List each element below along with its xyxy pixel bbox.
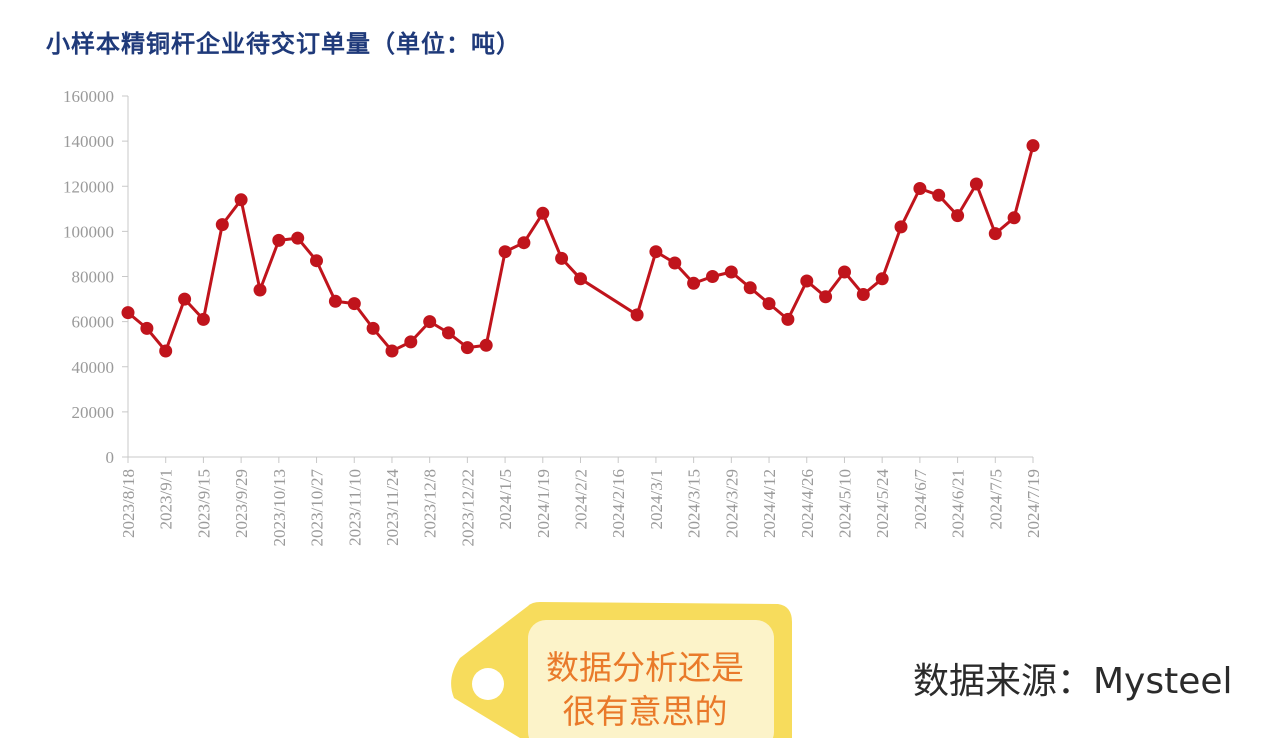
data-point xyxy=(385,344,399,358)
chart-title: 小样本精铜杆企业待交订单量（单位：吨） xyxy=(46,29,521,58)
x-tick-label: 2023/9/1 xyxy=(157,469,176,529)
x-tick-label: 2023/10/27 xyxy=(308,469,327,547)
data-point xyxy=(310,254,323,268)
data-point xyxy=(574,272,587,286)
data-point xyxy=(913,182,927,195)
data-point xyxy=(423,315,437,329)
y-tick-label: 140000 xyxy=(63,132,114,151)
data-point xyxy=(800,274,814,288)
series-path xyxy=(127,145,1035,353)
x-tick-label: 2024/5/10 xyxy=(835,469,854,538)
data-point xyxy=(856,288,870,301)
data-point xyxy=(140,321,154,335)
y-tick-label: 80000 xyxy=(72,268,115,287)
data-point xyxy=(724,265,738,279)
data-point xyxy=(875,272,889,286)
source-note: 数据来源：Mysteel xyxy=(913,661,1233,702)
x-tick-label: 2024/4/26 xyxy=(798,469,817,538)
data-point xyxy=(932,188,946,202)
data-point xyxy=(762,297,776,311)
x-tick-label: 2023/9/29 xyxy=(232,469,251,538)
tag-line-2: 很有意思的 xyxy=(562,692,728,731)
y-tick-label: 120000 xyxy=(63,177,114,196)
data-point xyxy=(366,321,380,335)
x-tick-label: 2024/3/1 xyxy=(647,469,666,529)
x-tick-label: 2024/2/16 xyxy=(609,469,628,538)
data-point xyxy=(253,283,267,297)
y-tick-label: 0 xyxy=(106,448,115,467)
x-axis: 2023/8/18 2023/9/1 2023/9/15 2023/9/29 2023/… xyxy=(119,456,1043,547)
x-tick-label: 2024/1/5 xyxy=(496,469,515,529)
tag-line-1: 数据分析还是 xyxy=(546,648,744,687)
x-tick-label: 2024/3/29 xyxy=(722,469,741,538)
data-point xyxy=(196,312,210,326)
data-point xyxy=(781,312,795,326)
x-tick-label: 2024/7/19 xyxy=(1024,469,1043,538)
data-point xyxy=(951,209,965,223)
data-point xyxy=(819,290,833,304)
data-point xyxy=(517,236,531,250)
data-point xyxy=(988,227,1002,241)
x-tick-label: 2023/12/8 xyxy=(421,469,440,538)
tag-inner xyxy=(528,620,774,738)
x-tick-label: 2023/11/10 xyxy=(345,469,364,546)
data-point xyxy=(479,338,493,352)
x-tick-label: 2023/11/24 xyxy=(383,469,402,546)
data-point xyxy=(706,270,719,283)
y-tick-label: 20000 xyxy=(72,403,115,422)
x-tick-label: 2023/10/13 xyxy=(270,469,289,546)
y-tick-label: 100000 xyxy=(63,222,114,241)
x-tick-label: 2024/4/12 xyxy=(760,469,779,538)
tag-text: 数据分析还是 很有意思的 xyxy=(528,646,762,734)
price-tag-sticker xyxy=(451,602,792,738)
line-chart: 0 20000 40000 60000 80000 100000 120000 140000 1… xyxy=(63,87,1043,547)
x-tick-label: 2024/6/21 xyxy=(949,469,968,538)
y-axis: 0 20000 40000 60000 80000 100000 120000 140000 1… xyxy=(63,87,129,467)
x-tick-label: 2023/8/18 xyxy=(119,469,138,538)
data-point xyxy=(121,306,135,320)
x-tick-label: 2024/1/19 xyxy=(534,469,553,538)
data-point xyxy=(1026,139,1040,153)
data-point xyxy=(536,206,550,220)
data-point xyxy=(555,251,569,265)
data-point xyxy=(272,233,286,247)
y-tick-label: 160000 xyxy=(63,87,114,106)
data-point xyxy=(178,292,192,306)
x-tick-label: 2024/7/5 xyxy=(986,469,1005,529)
data-point xyxy=(215,218,229,232)
data-point xyxy=(668,256,682,270)
y-tick-label: 60000 xyxy=(72,313,115,332)
x-tick-label: 2024/3/15 xyxy=(685,469,704,538)
x-tick-label: 2024/6/7 xyxy=(911,469,930,530)
data-point xyxy=(404,335,418,349)
data-point xyxy=(630,308,644,322)
y-tick-label: 40000 xyxy=(72,358,115,377)
data-point xyxy=(442,326,455,340)
data-point xyxy=(460,341,474,355)
data-point xyxy=(743,281,757,295)
tag-hole xyxy=(472,668,504,700)
data-point xyxy=(649,245,663,259)
data-point xyxy=(894,220,908,234)
data-point xyxy=(159,344,173,358)
x-tick-label: 2023/12/22 xyxy=(458,469,477,546)
data-point xyxy=(498,245,512,259)
series-line xyxy=(121,139,1040,358)
x-tick-label: 2024/5/24 xyxy=(873,469,892,538)
x-tick-label: 2023/9/15 xyxy=(194,469,213,538)
x-tick-label: 2024/2/2 xyxy=(572,469,591,529)
data-point xyxy=(291,231,305,245)
data-point xyxy=(328,294,342,308)
data-point xyxy=(838,265,851,279)
data-point xyxy=(347,297,361,311)
data-point xyxy=(234,193,248,207)
data-point xyxy=(687,276,701,290)
data-point xyxy=(969,177,983,191)
data-point xyxy=(1007,211,1021,225)
